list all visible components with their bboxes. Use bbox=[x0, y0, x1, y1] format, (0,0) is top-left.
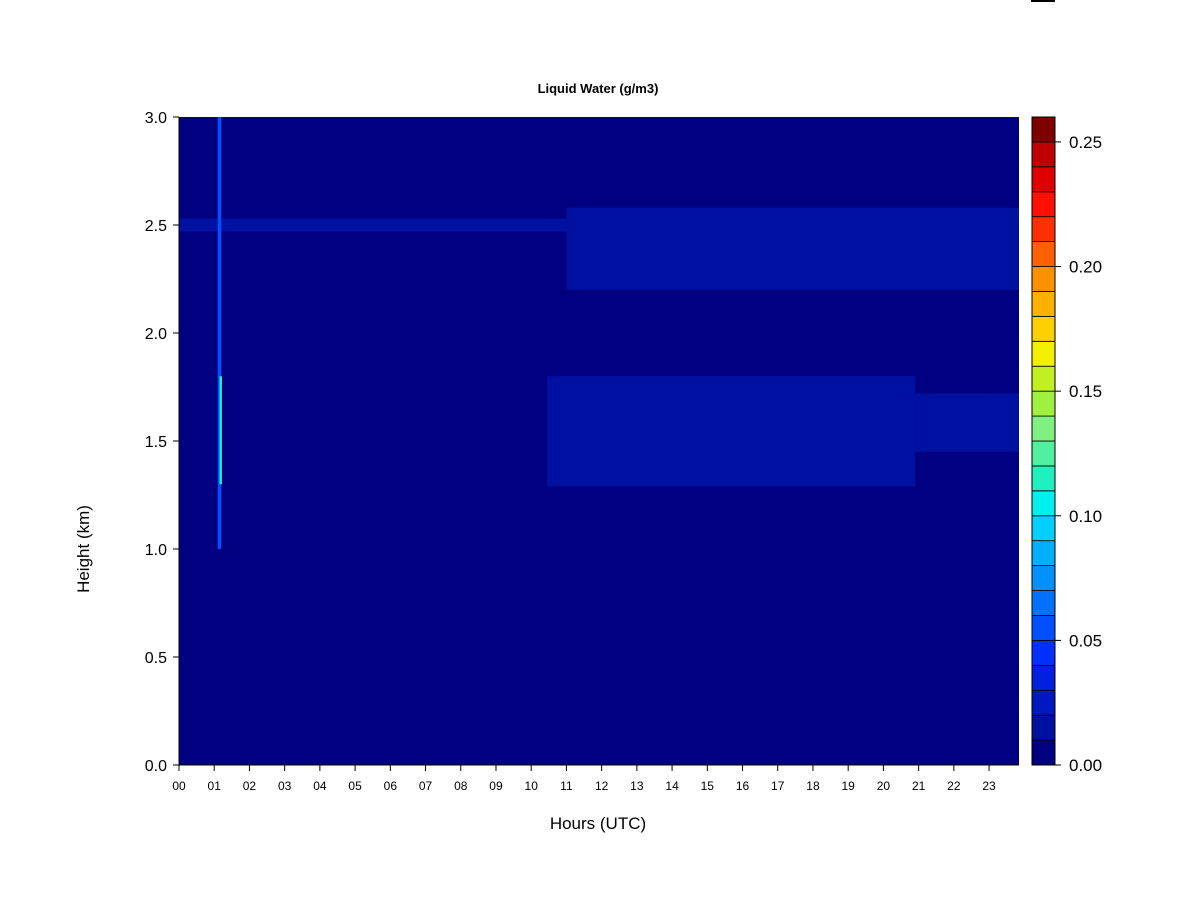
y-tick-label: 1.0 bbox=[145, 542, 167, 559]
colorbar-swatch bbox=[1031, 291, 1056, 317]
y-tick-label: 3.0 bbox=[145, 110, 167, 127]
y-tick-label: 2.5 bbox=[145, 218, 167, 235]
colorbar-tick-label: 0.05 bbox=[1069, 631, 1102, 650]
colorbar-swatch bbox=[1031, 440, 1056, 467]
x-tick-label: 19 bbox=[842, 779, 856, 793]
colorbar-swatch bbox=[1031, 639, 1056, 666]
colorbar-swatch bbox=[1031, 166, 1056, 193]
x-tick-label: 01 bbox=[208, 779, 222, 793]
x-tick-label: 06 bbox=[384, 779, 398, 793]
colorbar-swatch bbox=[1031, 191, 1056, 218]
x-tick-label: 00 bbox=[172, 779, 186, 793]
x-tick-label: 10 bbox=[525, 779, 539, 793]
x-tick-label: 21 bbox=[912, 779, 926, 793]
x-tick-label: 05 bbox=[348, 779, 362, 793]
x-tick-label: 16 bbox=[736, 779, 750, 793]
y-axis: 0.0 0.5 1.0 1.5 2.0 2.5 3.0 bbox=[145, 110, 180, 775]
x-tick-label: 15 bbox=[701, 779, 715, 793]
colorbar-swatch bbox=[1031, 714, 1056, 741]
x-tick-label: 08 bbox=[454, 779, 468, 793]
colorbar-swatch bbox=[1031, 515, 1056, 542]
colorbar-swatch bbox=[1031, 664, 1056, 691]
colorbar-tick-label: 0.15 bbox=[1069, 382, 1102, 401]
colorbar-tick-label: 0.25 bbox=[1069, 133, 1102, 152]
colorbar: 0.00 0.05 0.10 0.15 0.20 0.25 bbox=[1031, 116, 1102, 775]
colorbar-swatch bbox=[1031, 590, 1056, 616]
colorbar-swatch bbox=[1031, 315, 1056, 342]
colorbar-swatch bbox=[1031, 216, 1056, 243]
x-tick-label: 13 bbox=[630, 779, 644, 793]
x-tick-label: 02 bbox=[243, 779, 257, 793]
colorbar-tick-label: 0.20 bbox=[1069, 258, 1102, 277]
x-tick-label: 18 bbox=[806, 779, 820, 793]
colorbar-swatch bbox=[1031, 116, 1056, 143]
colorbar-swatch bbox=[1031, 141, 1056, 168]
colorbar-swatch bbox=[1031, 365, 1056, 392]
lower-layer-cell bbox=[915, 393, 1019, 452]
colorbar-swatch bbox=[1031, 490, 1056, 517]
x-tick-label: 11 bbox=[560, 779, 573, 793]
streak-cell bbox=[217, 117, 222, 549]
streak-cell bbox=[219, 376, 222, 485]
heatmap-features bbox=[179, 117, 1019, 549]
x-tick-label: 09 bbox=[489, 779, 503, 793]
y-axis-label: Height (km) bbox=[74, 505, 93, 593]
colorbar-swatch bbox=[1031, 266, 1056, 292]
corner-mark bbox=[1031, 0, 1055, 2]
colorbar-swatch bbox=[1031, 739, 1056, 766]
colorbar-swatch bbox=[1031, 465, 1056, 492]
x-axis-label: Hours (UTC) bbox=[550, 814, 646, 833]
chart-title: Liquid Water (g/m3) bbox=[538, 81, 659, 96]
colorbar-swatch bbox=[1031, 689, 1056, 716]
colorbar-swatch bbox=[1031, 340, 1056, 367]
x-tick-label: 20 bbox=[877, 779, 891, 793]
x-axis: 00 01 02 03 04 05 06 07 08 09 10 11 12 13 14 15 16 17 18 19… bbox=[172, 764, 1019, 793]
colorbar-swatch bbox=[1031, 565, 1056, 591]
colorbar-swatch bbox=[1031, 615, 1056, 641]
x-tick-label: 04 bbox=[313, 779, 327, 793]
colorbar-tick-label: 0.00 bbox=[1069, 756, 1102, 775]
colorbar-swatch bbox=[1031, 415, 1056, 442]
y-tick-label: 1.5 bbox=[145, 434, 167, 451]
y-tick-label: 0.0 bbox=[145, 758, 167, 775]
colorbar-swatch bbox=[1031, 390, 1056, 417]
x-tick-label: 23 bbox=[982, 779, 996, 793]
x-tick-label: 12 bbox=[595, 779, 609, 793]
x-tick-label: 03 bbox=[278, 779, 292, 793]
lower-layer-cell bbox=[547, 376, 916, 487]
colorbar-swatch bbox=[1031, 241, 1056, 267]
upper-layer-cell bbox=[566, 207, 1019, 290]
x-tick-label: 07 bbox=[419, 779, 433, 793]
y-tick-label: 2.0 bbox=[145, 326, 167, 343]
x-tick-label: 14 bbox=[665, 779, 679, 793]
colorbar-frame bbox=[1031, 116, 1056, 766]
upper-layer-cell bbox=[179, 218, 567, 232]
x-tick-label: 17 bbox=[771, 779, 785, 793]
x-tick-label: 22 bbox=[947, 779, 961, 793]
colorbar-swatch bbox=[1031, 540, 1056, 567]
y-tick-label: 0.5 bbox=[145, 650, 167, 667]
colorbar-tick-label: 0.10 bbox=[1069, 507, 1102, 526]
